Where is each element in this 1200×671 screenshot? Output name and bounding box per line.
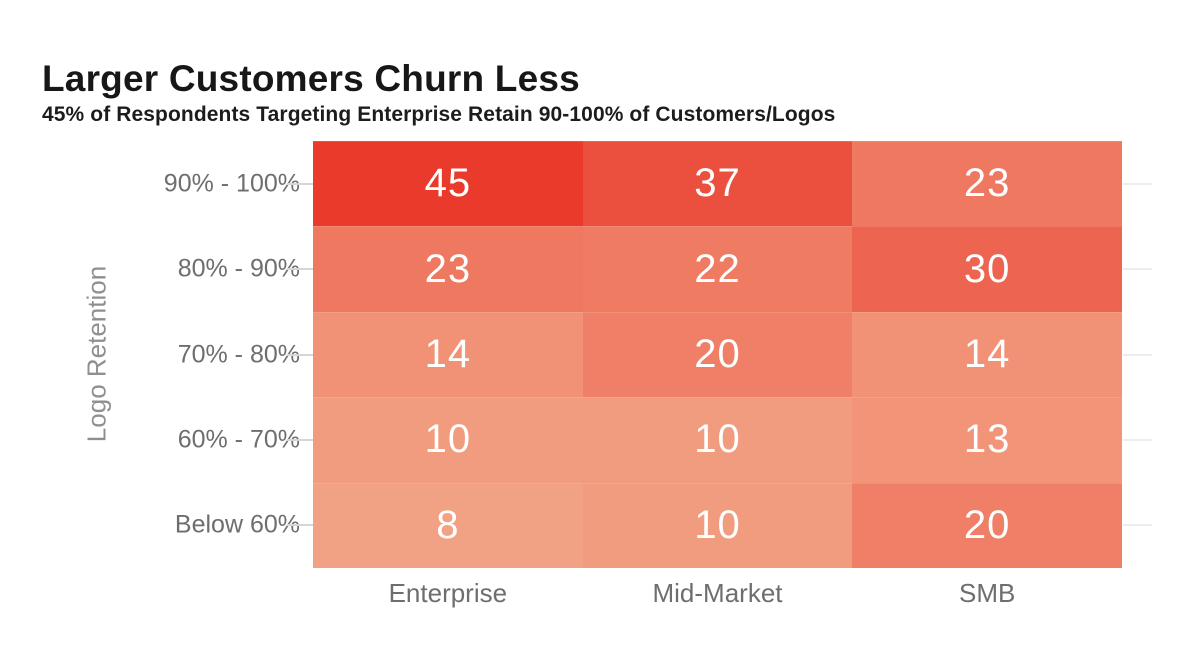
y-tick-label: 70% - 80% [177,340,300,368]
y-tick-mark-left [287,353,313,356]
y-tick-label: Below 60% [174,510,300,539]
heatmap-cell: 23 [313,226,583,312]
heatmap-cell-value: 30 [963,246,1011,291]
heatmap-cell: 20 [852,482,1122,568]
heatmap-cell: 22 [582,226,853,312]
heatmap-cell: 23 [852,141,1122,227]
y-tick-mark-left [287,182,313,185]
y-tick-label: 90% - 100% [163,169,300,198]
heatmap-cell: 30 [852,226,1122,312]
heatmap-cell-value: 13 [963,417,1011,462]
y-tick-mark-right [1123,268,1152,271]
heatmap-cell-value: 8 [436,502,460,547]
heatmap-cell-value: 20 [694,331,741,376]
y-tick-mark-left [287,268,313,271]
heatmap-cell-value: 45 [424,161,472,206]
heatmap-cell-value: 14 [963,331,1011,376]
y-tick-label: 80% - 90% [177,254,300,283]
heatmap-grid: 45 37 23 23 22 30 14 20 14 10 10 13 8 10 20 [313,141,1122,568]
chart-subtitle: 45% of Respondents Targeting Enterprise … [42,103,836,126]
heatmap-cell-value: 20 [963,502,1011,547]
y-tick-label: 60% - 70% [177,425,300,454]
heatmap-cell: 45 [313,141,583,227]
heatmap-cell: 14 [313,311,583,398]
heatmap-cell: 10 [582,397,853,483]
chart-title: Larger Customers Churn Less [42,58,580,99]
y-tick-mark-left [287,438,313,441]
x-tick-label: SMB [958,578,1016,608]
heatmap-cell: 13 [852,397,1122,483]
heatmap-cell: 8 [313,482,583,568]
heatmap-cell-value: 14 [424,331,472,376]
heatmap-cell-value: 10 [694,417,741,462]
heatmap-cell: 10 [313,397,583,483]
heatmap-cell: 14 [852,311,1122,398]
heatmap-cell-value: 10 [424,417,472,462]
x-tick-label: Mid-Market [652,578,783,608]
y-tick-mark-right [1123,438,1152,441]
y-tick-mark-right [1123,182,1152,185]
heatmap-cell-value: 37 [694,161,741,206]
heatmap-cell-value: 23 [963,161,1011,206]
heatmap-cell-value: 10 [694,502,741,547]
heatmap-cell-value: 23 [424,246,472,291]
heatmap-cell-value: 22 [694,246,741,291]
x-tick-label: Enterprise [388,578,508,608]
heatmap-cell: 10 [582,482,853,568]
y-tick-mark-right [1123,353,1152,356]
heatmap-cell: 20 [582,311,853,398]
y-tick-mark-left [287,524,313,527]
y-tick-mark-right [1123,524,1152,527]
heatmap-cell: 37 [582,141,853,227]
